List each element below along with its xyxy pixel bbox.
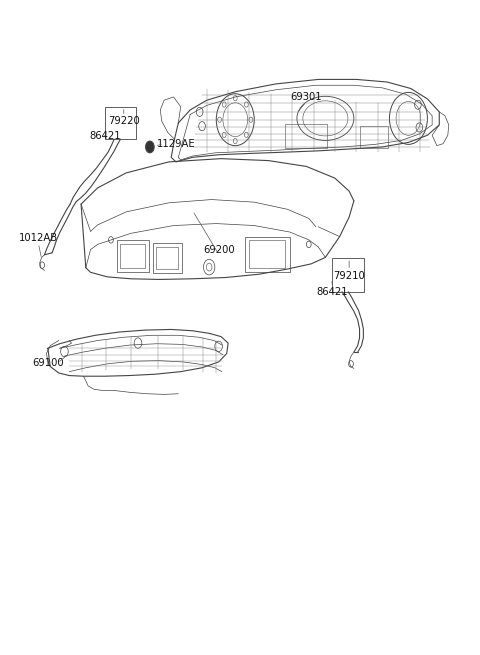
Bar: [285, 124, 327, 148]
Text: 79210: 79210: [333, 271, 365, 280]
Bar: [156, 247, 179, 269]
Text: 86421: 86421: [317, 287, 348, 297]
Bar: [117, 240, 149, 272]
Bar: [332, 258, 364, 291]
Circle shape: [145, 141, 154, 153]
Text: 69301: 69301: [290, 92, 322, 102]
Text: 79220: 79220: [108, 116, 140, 126]
Text: 86421: 86421: [89, 131, 120, 141]
Bar: [120, 244, 145, 268]
Bar: [105, 107, 136, 139]
Text: 1012AB: 1012AB: [19, 233, 58, 243]
Bar: [153, 243, 182, 273]
Text: 69100: 69100: [32, 358, 64, 368]
Text: 69200: 69200: [203, 244, 234, 255]
Bar: [245, 236, 290, 272]
Bar: [250, 240, 285, 268]
Text: 1129AE: 1129AE: [156, 140, 195, 149]
Bar: [360, 126, 388, 148]
